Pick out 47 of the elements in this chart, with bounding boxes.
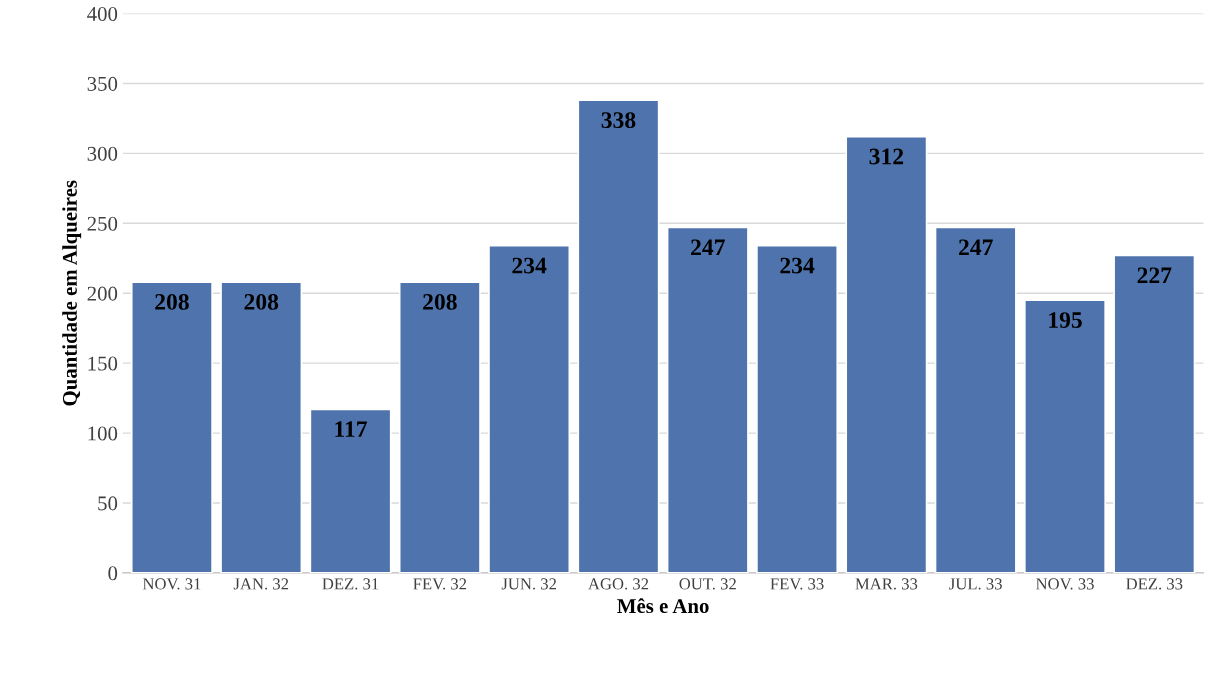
data-label: 247 [958, 239, 993, 256]
bar [220, 281, 303, 573]
data-label: 312 [869, 148, 904, 165]
y-tick-label: 200 [87, 286, 118, 301]
x-tick-label: JUN. 32 [501, 578, 557, 590]
data-label: 247 [691, 239, 725, 256]
y-tick-label: 300 [87, 146, 118, 161]
x-tick-label: OUT. 32 [679, 578, 736, 590]
x-tick-label: NOV. 31 [142, 578, 201, 590]
data-label: 208 [244, 293, 279, 310]
bar [756, 244, 839, 573]
x-tick-label: JUL. 33 [949, 578, 1002, 590]
x-tick-label: FEV. 33 [770, 578, 824, 590]
bar [1023, 299, 1107, 573]
bar [845, 135, 928, 573]
data-label: 234 [780, 257, 815, 274]
bar [666, 226, 749, 573]
x-tick-label: AGO. 32 [588, 578, 649, 590]
bar [130, 281, 213, 573]
data-label: 195 [1049, 312, 1082, 329]
x-tick-label: NOV. 33 [1036, 578, 1094, 590]
y-tick-label: 0 [108, 566, 118, 581]
x-tick-label: MAR. 33 [855, 578, 918, 590]
data-label: 208 [155, 293, 189, 310]
x-tick-label: FEV. 32 [413, 578, 467, 590]
y-tick-label: 350 [87, 76, 118, 91]
x-tick-label: DEZ. 33 [1126, 578, 1183, 590]
y-axis-title: Quantidade em Alqueires [62, 180, 82, 406]
y-tick-label: 150 [88, 356, 118, 371]
data-label: 227 [1137, 267, 1172, 284]
y-tick-label: 50 [98, 496, 118, 511]
bar [398, 281, 481, 573]
bar [488, 244, 571, 573]
bar [1113, 254, 1196, 573]
data-label: 117 [335, 421, 368, 437]
data-label: 234 [512, 257, 547, 274]
bar [577, 99, 660, 573]
bar [934, 226, 1017, 573]
y-tick-label: 100 [88, 426, 118, 441]
data-label: 208 [423, 293, 457, 310]
x-tick-label: JAN. 32 [233, 578, 289, 590]
y-tick-label: 250 [87, 216, 118, 231]
x-tick-label: DEZ. 31 [322, 578, 379, 590]
y-tick-label: 400 [87, 6, 118, 21]
bar [309, 408, 392, 573]
data-label: 338 [601, 112, 636, 129]
x-axis-title: Mês e Ano [617, 598, 709, 614]
